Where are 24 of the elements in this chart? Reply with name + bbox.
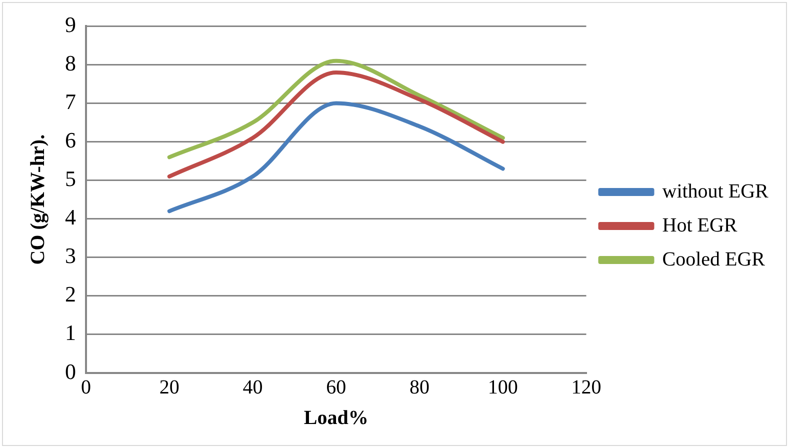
y-axis-title: CO (g/KW-hr). — [27, 134, 50, 265]
x-tick-label: 0 — [81, 376, 91, 398]
line-series — [167, 101, 505, 214]
y-tick-label: 7 — [65, 89, 76, 114]
legend-label: Cooled EGR — [662, 248, 766, 270]
y-tick-label: 6 — [65, 128, 76, 153]
y-tick-label: 9 — [65, 12, 76, 37]
line-series — [167, 58, 505, 160]
y-tick-label: 4 — [65, 204, 76, 230]
legend-label: Hot EGR — [662, 214, 738, 236]
x-tick-label: 120 — [571, 376, 602, 398]
x-axis-title: Load% — [304, 407, 368, 430]
x-tick-label: 20 — [159, 376, 180, 398]
y-tick-label: 5 — [65, 166, 76, 192]
y-tick-label: 3 — [65, 243, 76, 268]
line-series — [167, 70, 505, 178]
legend-label: without EGR — [662, 180, 770, 202]
x-tick-label: 40 — [242, 376, 263, 398]
x-tick-label: 80 — [410, 376, 430, 398]
x-tick-label: 100 — [488, 376, 518, 398]
x-tick-label: 60 — [326, 376, 346, 398]
y-tick-label: 2 — [65, 282, 76, 307]
y-tick-label: 1 — [65, 320, 76, 346]
y-tick-label: 8 — [65, 50, 76, 76]
